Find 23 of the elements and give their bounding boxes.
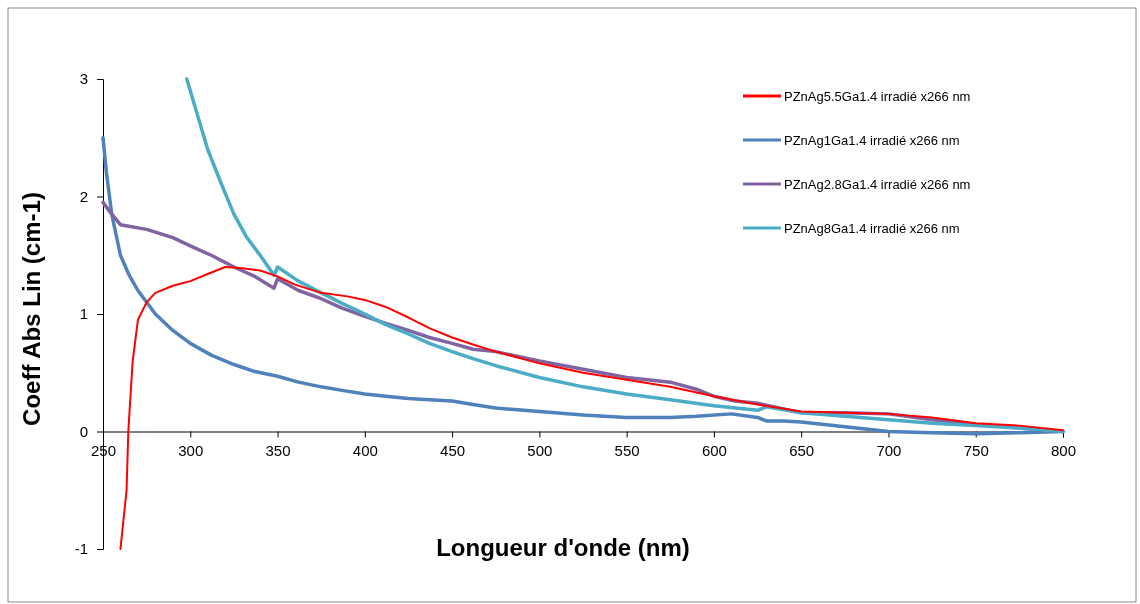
x-tick-label: 700 xyxy=(876,441,902,459)
legend-label: PZnAg2.8Ga1.4 irradié x266 nm xyxy=(784,177,971,192)
y-tick-label: 3 xyxy=(79,70,88,88)
y-tick-label: -1 xyxy=(74,540,88,558)
x-tick-label: 500 xyxy=(527,441,553,459)
line-series xyxy=(185,77,1065,434)
x-tick-label: 600 xyxy=(701,441,727,459)
x-tick-label: 550 xyxy=(614,441,640,459)
x-tick-label: 750 xyxy=(963,441,989,459)
y-tick-label: 2 xyxy=(79,187,88,205)
x-tick-label: 300 xyxy=(178,441,204,459)
y-axis-title: Coeff Abs Lin (cm-1) xyxy=(18,192,45,426)
y-tick-label: 0 xyxy=(79,422,88,440)
x-tick-label: 450 xyxy=(440,441,466,459)
x-tick-label: 400 xyxy=(352,441,378,459)
y-tick-label: 1 xyxy=(79,305,88,323)
legend-label: PZnAg5.5Ga1.4 irradié x266 nm xyxy=(784,89,971,104)
legend-label: PZnAg8Ga1.4 irradié x266 nm xyxy=(784,221,960,236)
x-axis-title: Longueur d'onde (nm) xyxy=(436,534,690,561)
x-tick-label: 800 xyxy=(1050,441,1077,459)
x-tick-label: 350 xyxy=(265,441,291,459)
legend-label: PZnAg1Ga1.4 irradié x266 nm xyxy=(784,133,960,148)
x-tick-label: 650 xyxy=(789,441,815,459)
